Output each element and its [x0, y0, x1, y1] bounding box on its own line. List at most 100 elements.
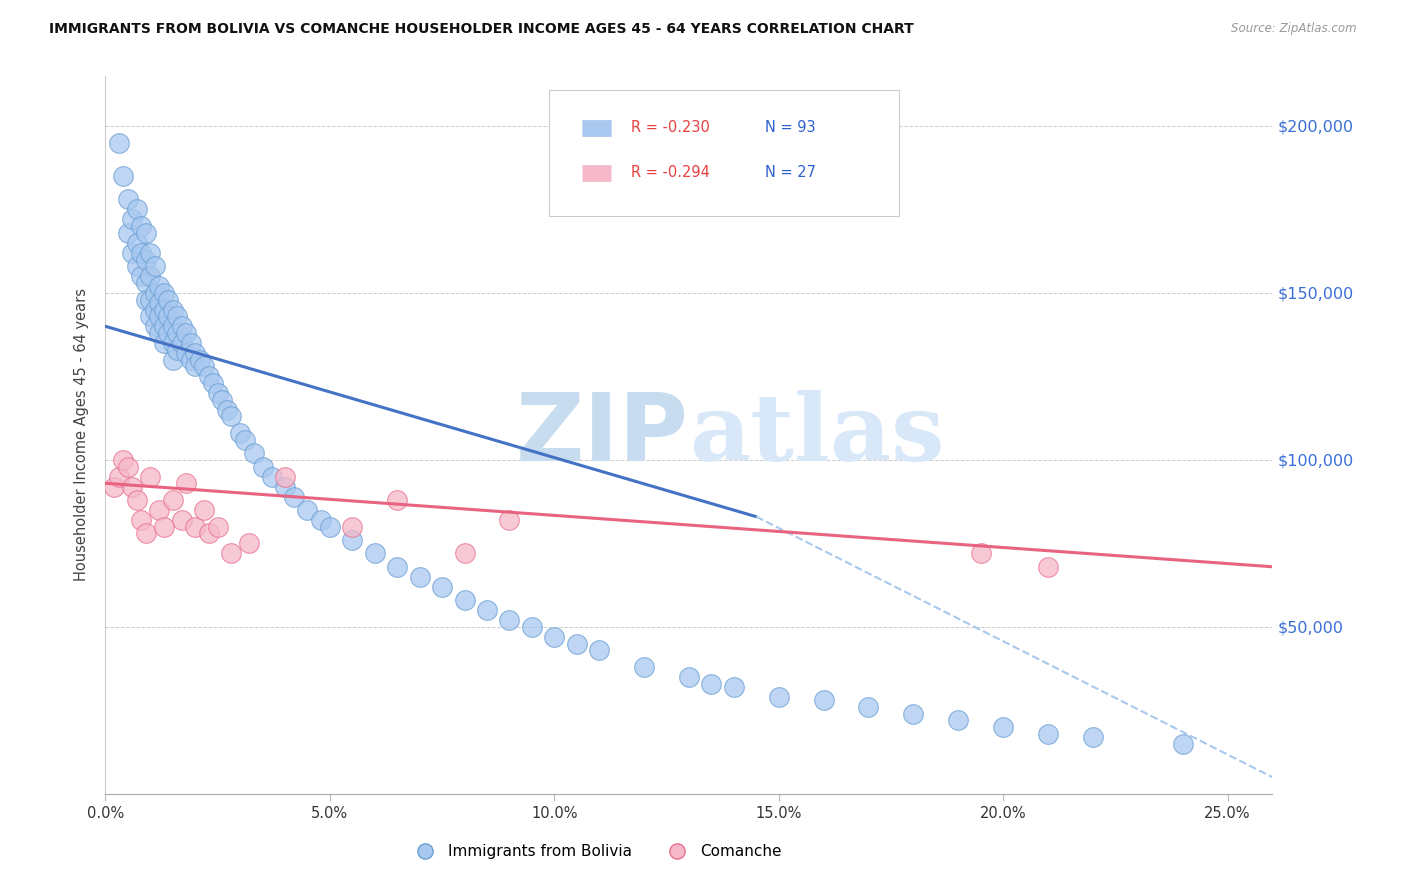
Point — [498, 513, 520, 527]
Point — [453, 546, 475, 560]
Point — [678, 670, 700, 684]
Point — [700, 676, 723, 690]
FancyBboxPatch shape — [548, 90, 898, 216]
Text: R = -0.294: R = -0.294 — [631, 165, 710, 180]
Point — [157, 326, 180, 340]
Point — [121, 480, 143, 494]
Text: atlas: atlas — [689, 390, 945, 480]
Point — [117, 459, 139, 474]
Point — [565, 637, 588, 651]
Point — [131, 219, 153, 233]
Point — [1036, 559, 1059, 574]
Point — [364, 546, 387, 560]
Point — [184, 359, 207, 374]
Point — [135, 276, 157, 290]
Point — [188, 352, 211, 367]
Point — [166, 343, 188, 357]
Point — [274, 480, 297, 494]
Point — [143, 285, 166, 300]
Point — [162, 352, 184, 367]
Point — [131, 269, 153, 284]
Point — [385, 493, 409, 508]
Point — [148, 279, 170, 293]
Point — [475, 603, 498, 617]
Point — [153, 302, 174, 317]
Point — [125, 259, 148, 273]
Point — [903, 706, 925, 721]
Point — [153, 319, 174, 334]
Point — [117, 226, 139, 240]
Point — [162, 493, 184, 508]
Point — [219, 409, 242, 424]
Point — [283, 490, 305, 504]
Point — [148, 326, 170, 340]
Point — [148, 296, 170, 310]
Point — [233, 433, 256, 447]
Point — [148, 310, 170, 324]
Point — [219, 546, 242, 560]
Point — [139, 293, 162, 307]
Point — [117, 193, 139, 207]
Point — [229, 426, 252, 441]
Point — [157, 310, 180, 324]
Point — [948, 714, 970, 728]
Point — [453, 593, 475, 607]
Point — [242, 446, 264, 460]
Point — [408, 570, 430, 584]
Point — [148, 503, 170, 517]
Point — [385, 559, 409, 574]
Point — [342, 533, 364, 547]
Point — [162, 336, 184, 351]
Text: N = 93: N = 93 — [765, 120, 815, 135]
Point — [274, 469, 297, 483]
Point — [112, 169, 135, 183]
Point — [520, 620, 543, 634]
Point — [170, 513, 193, 527]
Point — [153, 285, 174, 300]
Point — [180, 336, 202, 351]
Point — [309, 513, 332, 527]
Point — [166, 326, 188, 340]
Text: ZIP: ZIP — [516, 389, 689, 481]
Point — [108, 136, 131, 150]
Point — [202, 376, 225, 390]
Point — [723, 680, 745, 694]
Point — [174, 326, 197, 340]
Point — [184, 346, 207, 360]
Point — [193, 503, 215, 517]
Text: R = -0.230: R = -0.230 — [631, 120, 710, 135]
Point — [211, 392, 233, 407]
Point — [121, 212, 143, 227]
Point — [153, 519, 174, 533]
Point — [170, 319, 193, 334]
Point — [215, 402, 238, 417]
Point — [139, 269, 162, 284]
Point — [342, 519, 364, 533]
Point — [108, 469, 131, 483]
Point — [1171, 737, 1194, 751]
Point — [125, 493, 148, 508]
Point — [238, 536, 260, 550]
Point — [430, 580, 453, 594]
Point — [125, 202, 148, 217]
Point — [174, 476, 197, 491]
Point — [135, 252, 157, 267]
Point — [143, 302, 166, 317]
Point — [297, 503, 319, 517]
Point — [970, 546, 993, 560]
Point — [135, 293, 157, 307]
Point — [813, 693, 835, 707]
Point — [207, 519, 229, 533]
Point — [125, 235, 148, 250]
Point — [197, 369, 219, 384]
Text: IMMIGRANTS FROM BOLIVIA VS COMANCHE HOUSEHOLDER INCOME AGES 45 - 64 YEARS CORREL: IMMIGRANTS FROM BOLIVIA VS COMANCHE HOUS… — [49, 22, 914, 37]
Point — [135, 526, 157, 541]
Text: Source: ZipAtlas.com: Source: ZipAtlas.com — [1232, 22, 1357, 36]
Point — [143, 319, 166, 334]
Point — [768, 690, 790, 704]
Point — [166, 310, 188, 324]
Point — [162, 319, 184, 334]
Point — [139, 245, 162, 260]
Point — [1036, 727, 1059, 741]
Point — [180, 352, 202, 367]
